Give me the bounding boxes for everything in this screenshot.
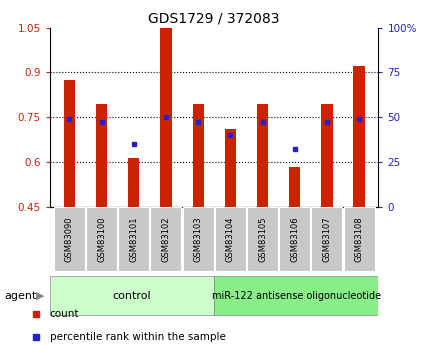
Bar [54, 207, 85, 271]
Bar [343, 207, 374, 271]
Bar [279, 207, 309, 271]
Bar [214, 276, 378, 315]
Bar [118, 207, 149, 271]
Bar [160, 28, 171, 207]
Text: GSM83090: GSM83090 [65, 216, 74, 262]
Bar [321, 104, 332, 207]
Text: agent: agent [4, 291, 36, 301]
Bar [86, 207, 117, 271]
Text: miR-122 antisense oligonucleotide: miR-122 antisense oligonucleotide [211, 291, 380, 301]
Bar [289, 167, 300, 207]
Text: GSM83102: GSM83102 [161, 216, 170, 262]
Bar [63, 80, 75, 207]
Bar [256, 104, 267, 207]
Bar [95, 104, 107, 207]
Bar [128, 158, 139, 207]
Bar [214, 207, 245, 271]
Bar [247, 207, 277, 271]
Text: GSM83103: GSM83103 [193, 216, 202, 262]
Text: GSM83106: GSM83106 [289, 216, 299, 262]
Bar [182, 207, 213, 271]
Text: GSM83101: GSM83101 [129, 216, 138, 262]
Text: GSM83105: GSM83105 [257, 216, 266, 262]
Bar [224, 129, 235, 207]
Text: control: control [112, 291, 151, 301]
Title: GDS1729 / 372083: GDS1729 / 372083 [148, 11, 279, 25]
Text: percentile rank within the sample: percentile rank within the sample [49, 332, 225, 342]
Text: GSM83100: GSM83100 [97, 216, 106, 262]
Text: count: count [49, 309, 79, 319]
Bar [50, 276, 214, 315]
Bar [353, 67, 364, 207]
Bar [311, 207, 342, 271]
Text: GSM83107: GSM83107 [322, 216, 331, 262]
Text: ▶: ▶ [36, 291, 44, 301]
Bar [150, 207, 181, 271]
Text: GSM83108: GSM83108 [354, 216, 363, 262]
Bar [192, 104, 203, 207]
Text: GSM83104: GSM83104 [225, 216, 234, 262]
